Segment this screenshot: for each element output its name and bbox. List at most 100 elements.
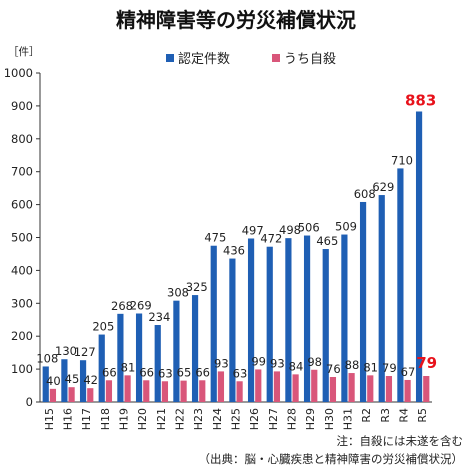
bar-recognized bbox=[285, 238, 292, 402]
bar-recognized bbox=[415, 111, 423, 403]
y-tick-label: 300 bbox=[11, 296, 33, 310]
bar-suicide bbox=[273, 371, 281, 402]
x-tick-label: H21 bbox=[155, 408, 168, 430]
bar-recognized bbox=[266, 246, 273, 402]
x-tick-label: H19 bbox=[118, 408, 131, 430]
data-label-recognized: 127 bbox=[74, 345, 96, 359]
bar-recognized bbox=[61, 359, 68, 402]
data-label-suicide: 99 bbox=[251, 354, 266, 368]
bar-recognized bbox=[303, 235, 311, 402]
data-label-recognized: 130 bbox=[55, 344, 77, 358]
bar-recognized bbox=[154, 325, 161, 402]
bar-recognized bbox=[42, 366, 49, 402]
data-label-recognized: 498 bbox=[279, 223, 301, 237]
y-tick-label: 200 bbox=[11, 329, 33, 343]
data-label-suicide: 84 bbox=[289, 359, 304, 373]
x-tick-label: H31 bbox=[342, 408, 355, 430]
bar-suicide bbox=[105, 380, 113, 402]
bar-recognized bbox=[79, 360, 87, 402]
x-tick-label: R2 bbox=[360, 408, 373, 423]
bar-suicide bbox=[404, 379, 411, 402]
data-label-recognized: 883 bbox=[405, 91, 436, 109]
data-label-suicide: 66 bbox=[139, 365, 154, 379]
data-label-suicide: 93 bbox=[270, 356, 285, 370]
bar-recognized bbox=[98, 334, 105, 402]
note-text: 注：自殺には未遂を含む bbox=[337, 434, 464, 448]
bar-recognized bbox=[229, 258, 236, 402]
x-tick-label: R3 bbox=[379, 408, 392, 423]
bar-suicide bbox=[68, 387, 75, 402]
bar-recognized bbox=[247, 238, 255, 402]
data-label-recognized: 234 bbox=[148, 310, 170, 324]
data-label-suicide: 98 bbox=[307, 355, 322, 369]
data-label-recognized: 108 bbox=[36, 351, 58, 365]
bar-suicide bbox=[124, 375, 131, 402]
bars bbox=[42, 111, 430, 403]
y-tick-label: 600 bbox=[11, 198, 33, 212]
data-label-suicide: 66 bbox=[195, 365, 210, 379]
x-tick-label: R4 bbox=[398, 408, 411, 423]
x-tick-label: H17 bbox=[80, 408, 93, 430]
bar-suicide bbox=[423, 376, 430, 402]
x-tick-label: H16 bbox=[62, 408, 75, 430]
x-tick-label: H25 bbox=[230, 408, 243, 430]
bar-recognized bbox=[135, 313, 143, 402]
data-label-suicide: 76 bbox=[326, 362, 341, 376]
bar-recognized bbox=[173, 300, 180, 402]
data-label-suicide: 81 bbox=[121, 360, 136, 374]
bar-recognized bbox=[378, 195, 385, 402]
y-tick-label: 900 bbox=[11, 99, 33, 113]
bar-suicide bbox=[87, 388, 94, 402]
axes: 0 100 200 300 400 500 600 700 800 900 1000 H15 H16 H1… bbox=[4, 66, 432, 430]
data-label-suicide: 79 bbox=[382, 361, 397, 375]
legend-label-suicide: うち自殺 bbox=[284, 52, 336, 67]
y-tick-label: 500 bbox=[11, 231, 33, 245]
data-label-suicide: 42 bbox=[83, 373, 98, 387]
data-label-suicide: 66 bbox=[102, 365, 117, 379]
x-tick-label: H23 bbox=[192, 408, 205, 430]
y-tick-label: 700 bbox=[11, 165, 33, 179]
bar-recognized bbox=[191, 295, 199, 402]
data-label-recognized: 497 bbox=[242, 223, 264, 237]
bar-recognized bbox=[397, 168, 404, 402]
legend-label-recognized: 認定件数 bbox=[178, 51, 230, 67]
bar-suicide bbox=[143, 380, 150, 402]
data-label-recognized: 472 bbox=[260, 232, 282, 246]
y-tick-label: 1000 bbox=[4, 66, 33, 80]
data-labels: 108 40 130 45 127 42 205 66 268 81 269 66 234 63 308 65… bbox=[36, 91, 437, 387]
bar-suicide bbox=[329, 376, 337, 402]
y-tick-label: 400 bbox=[11, 263, 33, 277]
bar-suicide bbox=[49, 388, 57, 402]
bar-suicide bbox=[199, 380, 206, 402]
x-tick-label: H15 bbox=[43, 408, 56, 430]
data-label-recognized: 436 bbox=[223, 244, 245, 258]
data-label-recognized: 325 bbox=[186, 280, 208, 294]
bar-suicide bbox=[180, 380, 187, 402]
y-axis-unit: ［件］ bbox=[8, 46, 40, 58]
data-label-recognized: 269 bbox=[130, 298, 152, 312]
data-label-recognized: 608 bbox=[354, 187, 376, 201]
bar-suicide bbox=[292, 374, 299, 402]
data-label-recognized: 710 bbox=[391, 153, 413, 167]
bar-suicide bbox=[367, 375, 374, 402]
x-tick-label: H27 bbox=[267, 408, 280, 430]
bar-suicide bbox=[385, 376, 393, 402]
y-tick-label: 800 bbox=[11, 132, 33, 146]
data-label-suicide: 65 bbox=[177, 366, 192, 380]
data-label-suicide: 63 bbox=[158, 366, 173, 380]
data-label-suicide: 45 bbox=[65, 372, 80, 386]
bar-recognized bbox=[210, 245, 217, 402]
x-tick-label: H18 bbox=[99, 408, 112, 430]
source-text: （出典：脳・心臓疾患と精神障害の労災補償状況） bbox=[199, 452, 464, 466]
bar-suicide bbox=[236, 381, 243, 402]
data-label-suicide: 93 bbox=[214, 356, 229, 370]
data-label-recognized: 506 bbox=[298, 221, 320, 235]
x-tick-label: H24 bbox=[211, 408, 224, 430]
x-tick-label: H29 bbox=[304, 408, 317, 430]
data-label-recognized: 308 bbox=[167, 286, 189, 300]
data-label-recognized: 475 bbox=[204, 231, 226, 245]
data-label-recognized: 268 bbox=[111, 299, 133, 313]
x-tick-label: R5 bbox=[416, 408, 429, 423]
data-label-recognized: 509 bbox=[335, 220, 357, 234]
